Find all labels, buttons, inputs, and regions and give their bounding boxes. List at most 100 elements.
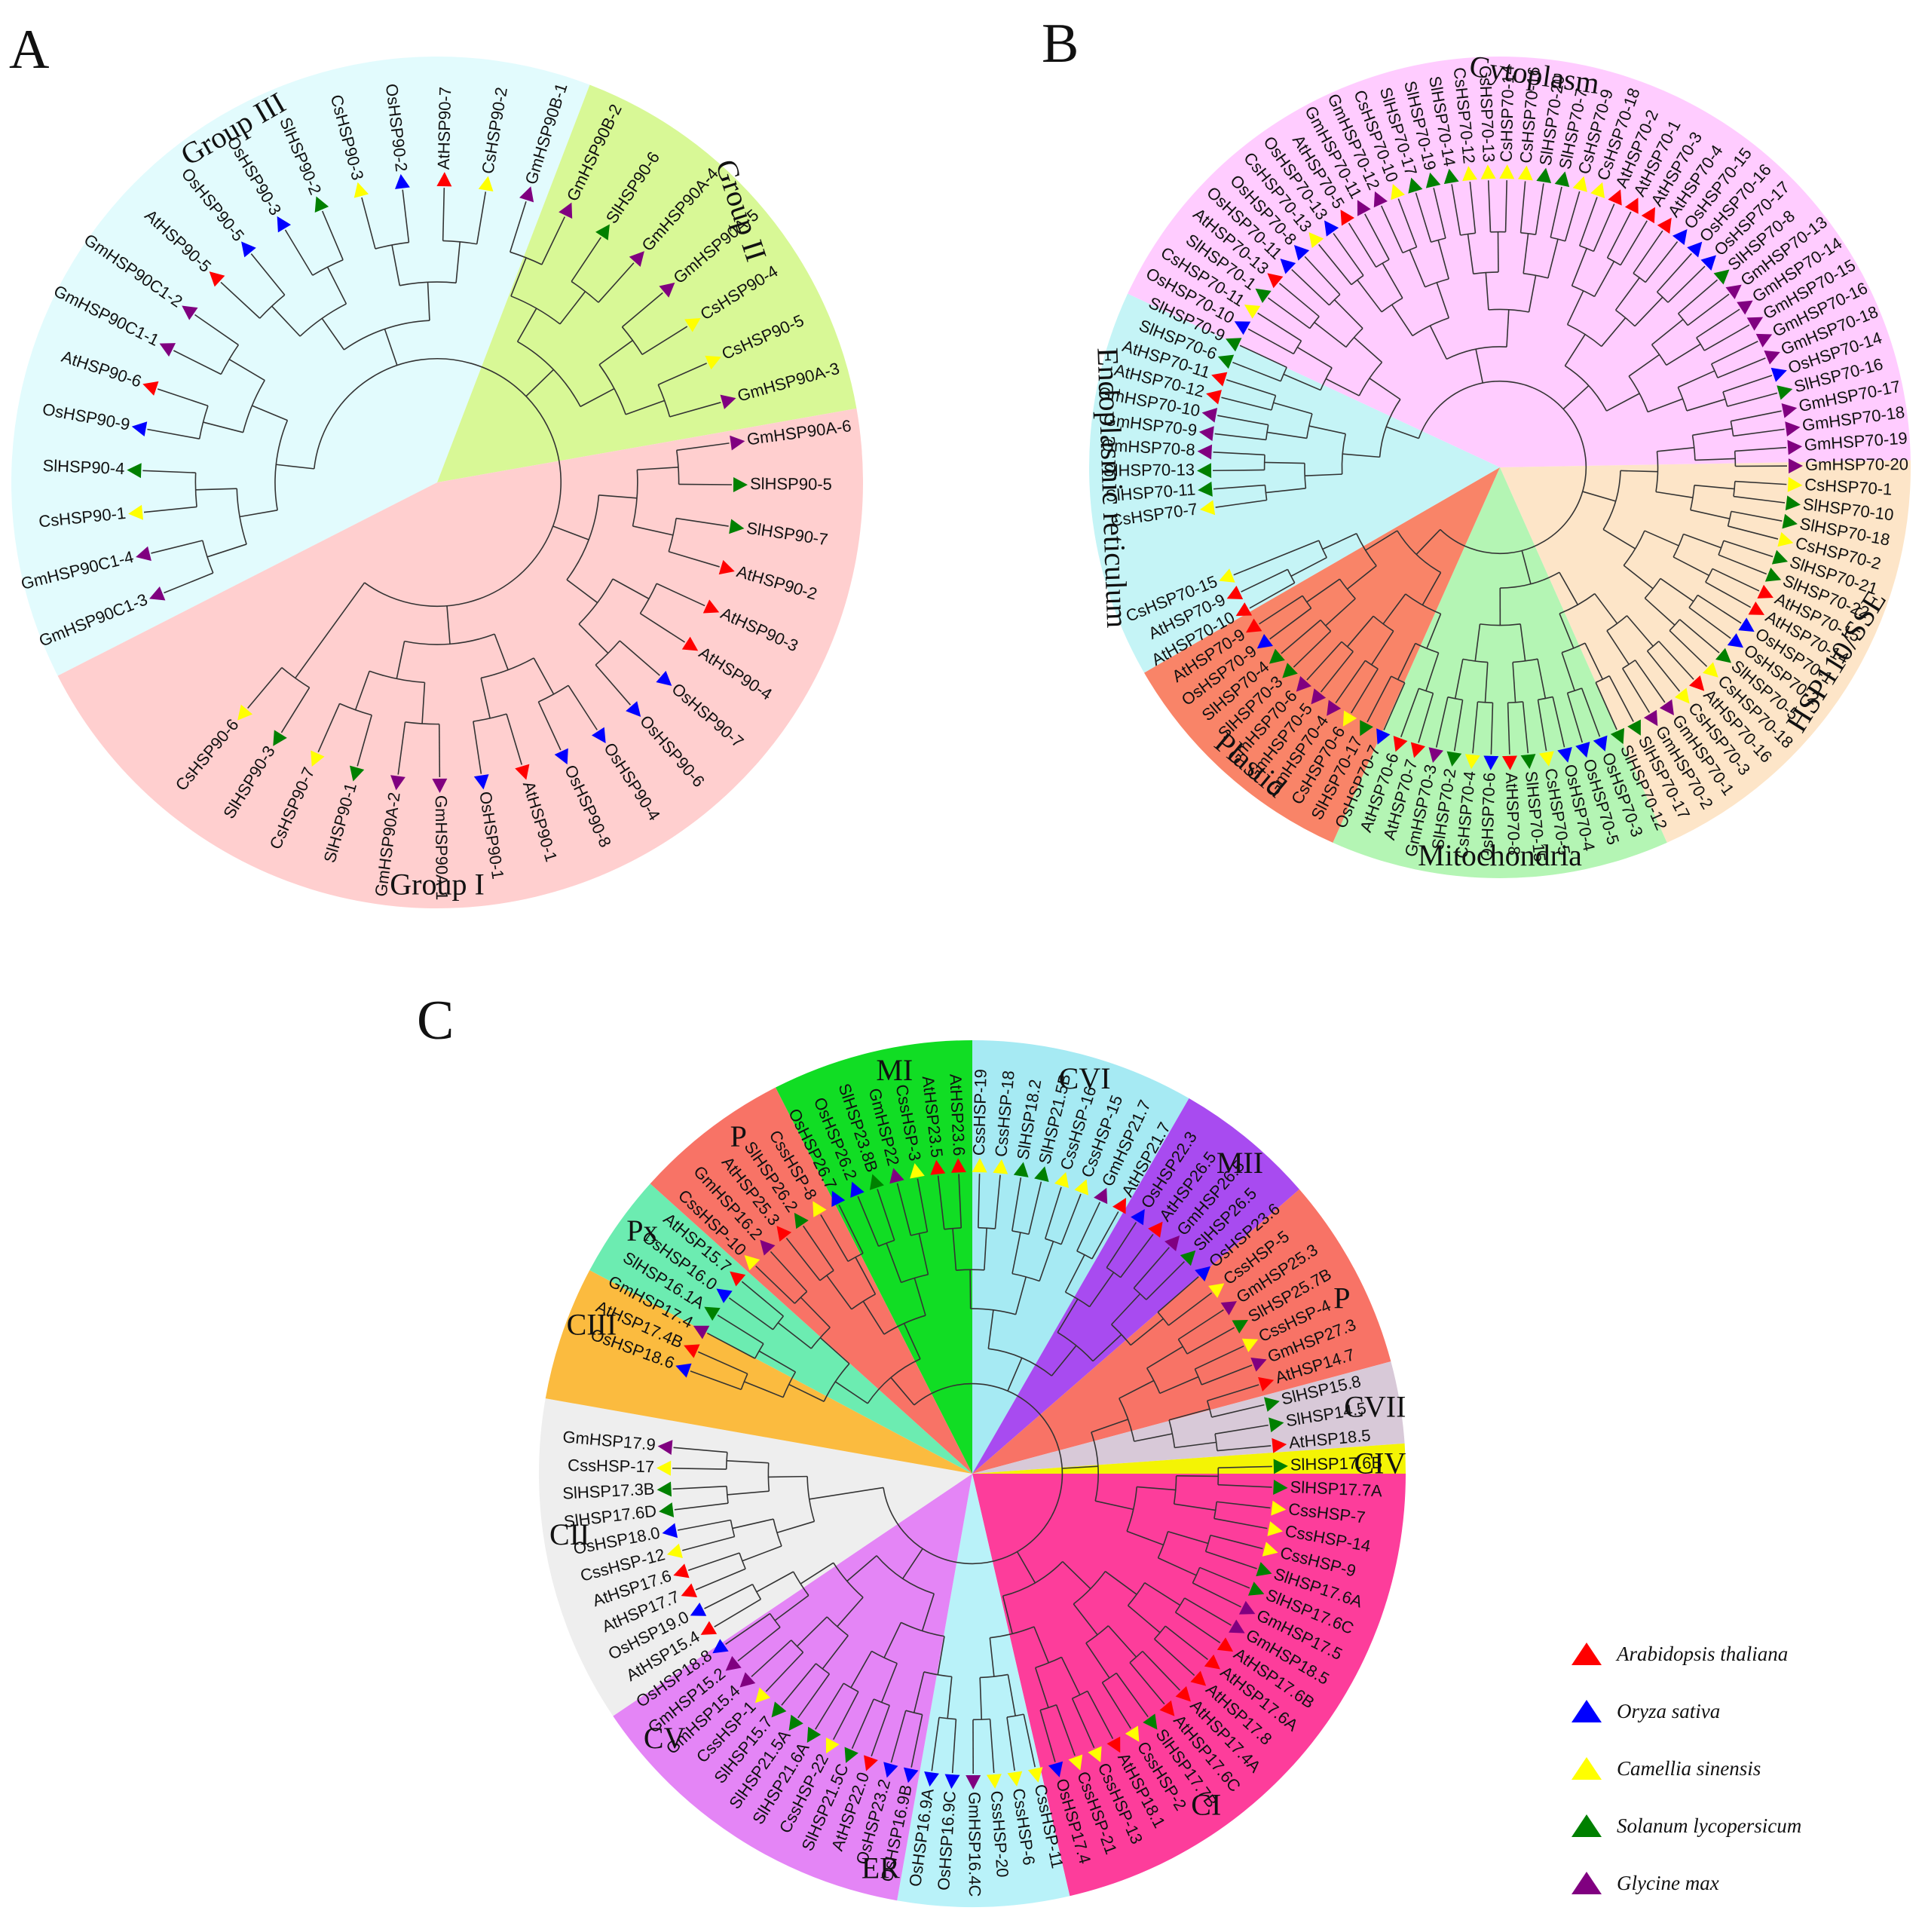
clade-sector	[545, 1270, 972, 1474]
tree-branch	[1144, 1582, 1181, 1606]
tree-branch	[1325, 598, 1356, 626]
clade-sector	[437, 84, 857, 483]
tree-branch	[837, 1597, 864, 1627]
tree-branch	[1199, 1566, 1250, 1589]
tree-branch	[1435, 697, 1449, 748]
tree-branch	[672, 1485, 727, 1490]
tree-branch	[1073, 1603, 1098, 1636]
species-marker	[729, 519, 745, 534]
tree-branch	[989, 1637, 995, 1677]
species-marker	[1280, 259, 1296, 274]
tree-branch	[1731, 510, 1783, 522]
tree-branch	[1265, 488, 1306, 494]
species-marker	[591, 727, 606, 744]
legend-label: Solanum lycopersicum	[1617, 1814, 1801, 1837]
tree-branch	[1217, 415, 1269, 426]
tree-branch	[1035, 1656, 1062, 1669]
species-marker	[1282, 663, 1298, 678]
tree-branch	[792, 1571, 809, 1596]
tree-branch	[1679, 619, 1720, 654]
tree-branch	[1173, 1475, 1177, 1505]
tree-branch	[198, 406, 209, 439]
tree-branch	[1201, 1364, 1253, 1385]
tree-branch	[1380, 205, 1403, 253]
tree-branch	[1142, 1651, 1181, 1691]
species-marker	[1068, 1754, 1083, 1771]
species-marker	[149, 586, 166, 601]
tree-branch	[313, 358, 562, 607]
species-marker	[1593, 735, 1608, 752]
tree-branch	[438, 724, 441, 777]
tree-branch	[1107, 1625, 1137, 1658]
tree-branch	[1314, 321, 1347, 348]
tree-branch	[1606, 630, 1630, 665]
leaf-label: AtHSP90-7	[434, 87, 455, 170]
tree-branch	[914, 1278, 926, 1316]
species-marker	[1575, 742, 1590, 758]
tree-branch	[1101, 1682, 1131, 1729]
tree-branch	[1734, 480, 1787, 485]
tree-branch	[1233, 540, 1320, 576]
tree-branch	[1571, 248, 1587, 286]
tree-branch	[1687, 293, 1730, 326]
species-marker	[311, 750, 325, 767]
tree-branch	[1425, 652, 1440, 691]
species-marker	[704, 1306, 721, 1321]
species-marker	[182, 305, 198, 320]
tree-branch	[142, 470, 196, 473]
species-marker	[702, 599, 720, 614]
tree-branch	[194, 314, 239, 346]
species-marker	[1048, 1761, 1063, 1777]
tree-branch	[758, 1350, 796, 1373]
leaf-label: SlHSP90-4	[42, 456, 125, 478]
tree-branch	[228, 358, 265, 381]
tree-branch	[1218, 1465, 1272, 1468]
species-marker	[1226, 585, 1244, 599]
tree-branch	[1011, 1177, 1022, 1232]
clade-label: CVI	[1059, 1061, 1111, 1095]
tree-branch	[598, 339, 633, 366]
tree-branch	[826, 1616, 849, 1637]
species-marker	[825, 1737, 840, 1754]
species-marker	[595, 224, 610, 240]
species-marker	[519, 186, 534, 203]
tree-branch	[533, 657, 555, 695]
leaf-label: SlHSP90-5	[750, 474, 832, 494]
tree-branch	[1207, 1384, 1259, 1402]
panel-a-tree: GmHSP90C1-3GmHSP90C1-4CsHSP90-1SlHSP90-4…	[9, 19, 864, 908]
clade-sector	[972, 1361, 1405, 1474]
tree-branch	[1552, 697, 1565, 748]
clade-label: MI	[876, 1053, 913, 1087]
tree-branch	[1595, 682, 1617, 730]
tree-branch	[1400, 688, 1420, 737]
tree-branch	[994, 1174, 1001, 1229]
tree-branch	[639, 583, 657, 614]
tree-branch	[1634, 660, 1666, 703]
tree-branch	[1308, 425, 1346, 435]
tree-branch	[886, 1242, 902, 1283]
tree-branch	[1705, 568, 1713, 583]
tree-branch	[1325, 378, 1360, 397]
tree-branch	[727, 1490, 770, 1496]
tree-branch	[559, 291, 586, 325]
tree-branch	[901, 1548, 923, 1579]
tree-branch	[402, 189, 410, 243]
species-marker	[127, 463, 142, 479]
tree-branch	[247, 667, 283, 709]
tree-branch	[1469, 181, 1477, 234]
tree-branch	[1487, 180, 1492, 232]
species-marker	[693, 1325, 710, 1340]
species-marker	[1232, 1319, 1248, 1333]
tree-branch	[1174, 1503, 1216, 1511]
tree-branch	[896, 1183, 912, 1236]
tree-branch	[772, 1315, 784, 1330]
panel-label: C	[417, 990, 454, 1052]
tree-branch	[880, 1663, 898, 1703]
species-marker	[730, 1271, 746, 1287]
tree-branch	[1267, 297, 1311, 329]
species-marker	[1247, 1581, 1265, 1596]
tree-branch	[1015, 1276, 1027, 1315]
species-marker	[353, 182, 369, 198]
tree-branches	[672, 1174, 1272, 1774]
tree-branch	[1217, 1501, 1271, 1509]
